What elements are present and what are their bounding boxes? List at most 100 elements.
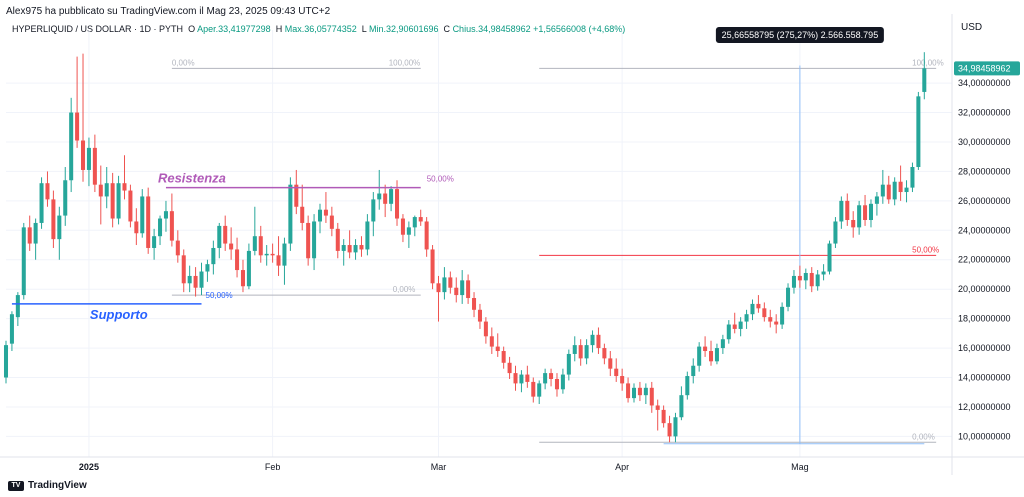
candle-body bbox=[460, 280, 465, 296]
candle-body bbox=[720, 339, 725, 349]
y-tick-label: 34,00000000 bbox=[958, 78, 1011, 88]
candle-body bbox=[110, 183, 115, 219]
candle-body bbox=[868, 203, 873, 221]
y-tick-label: 22,00000000 bbox=[958, 255, 1011, 265]
candle-body bbox=[791, 275, 796, 288]
measure-label-box bbox=[715, 27, 884, 43]
candle-body bbox=[448, 277, 453, 288]
close-label: C bbox=[443, 24, 451, 34]
y-tick-label: 26,00000000 bbox=[958, 196, 1011, 206]
candle-body bbox=[389, 189, 394, 204]
grid-lines bbox=[6, 30, 952, 457]
candle-body bbox=[821, 271, 826, 275]
annotations-front: Resistenza 50,00% Supporto 50,00% 25,6655879… bbox=[11, 27, 884, 322]
candle-body bbox=[264, 253, 269, 256]
candle-body bbox=[229, 243, 234, 250]
candle-body bbox=[874, 196, 879, 204]
candle-body bbox=[418, 217, 423, 222]
candle-body bbox=[377, 193, 382, 200]
candle-body bbox=[442, 277, 447, 293]
candle-body bbox=[803, 272, 808, 281]
candle-body bbox=[294, 184, 299, 207]
candle-body bbox=[288, 184, 293, 244]
candle-body bbox=[412, 217, 417, 228]
fib-left-bottom-label: 0,00% bbox=[393, 285, 416, 294]
candle-body bbox=[543, 373, 548, 384]
change-value: +1,56566008 (+4,68%) bbox=[533, 24, 626, 34]
close-value: Chius.34,98458962 bbox=[452, 24, 531, 34]
candle-body bbox=[430, 249, 435, 284]
candle-body bbox=[466, 280, 471, 299]
candle-body bbox=[833, 221, 838, 244]
candle-body bbox=[709, 351, 714, 362]
symbol-name: HYPERLIQUID / US DOLLAR · 1D · PYTH bbox=[12, 24, 184, 34]
candle-body bbox=[175, 240, 180, 256]
candle-body bbox=[786, 287, 791, 307]
candle-body bbox=[513, 373, 518, 384]
candle-body bbox=[774, 321, 779, 325]
candle-body bbox=[477, 309, 482, 322]
candle-body bbox=[673, 417, 678, 437]
candle-body bbox=[614, 368, 619, 377]
y-tick-label: 18,00000000 bbox=[958, 314, 1011, 324]
y-tick-label: 12,00000000 bbox=[958, 402, 1011, 412]
candle-body bbox=[400, 218, 405, 235]
candle-body bbox=[537, 383, 542, 397]
y-tick-label: 20,00000000 bbox=[958, 284, 1011, 294]
candle-body bbox=[566, 353, 571, 375]
candle-body bbox=[631, 387, 637, 399]
candle-body bbox=[797, 275, 802, 281]
candle-body bbox=[235, 249, 240, 271]
candle-body bbox=[27, 227, 32, 244]
y-tick-label: 30,00000000 bbox=[958, 137, 1011, 147]
candle-body bbox=[815, 274, 820, 287]
candle-body bbox=[57, 215, 62, 240]
candle-body bbox=[205, 264, 210, 272]
candle-body bbox=[554, 378, 559, 390]
candle-body bbox=[827, 243, 832, 272]
candle-body bbox=[365, 221, 370, 250]
candle-body bbox=[116, 183, 121, 219]
low-value: Min.32,90601696 bbox=[368, 24, 439, 34]
candle-body bbox=[626, 383, 631, 399]
candle-body bbox=[910, 167, 915, 188]
candle-body bbox=[329, 215, 334, 229]
candle-body bbox=[122, 183, 127, 191]
candle-body bbox=[572, 345, 577, 354]
candles bbox=[3, 52, 927, 443]
candle-body bbox=[454, 287, 459, 296]
candle-body bbox=[187, 275, 192, 284]
resistance-label: Resistenza bbox=[158, 171, 226, 186]
candle-body bbox=[501, 351, 506, 363]
candle-body bbox=[839, 200, 844, 222]
last-price-label: 34,98458962 bbox=[958, 63, 1011, 73]
candle-body bbox=[193, 275, 198, 288]
symbol-legend: HYPERLIQUID / US DOLLAR · 1D · PYTH O Ap… bbox=[12, 24, 625, 34]
support-label: Supporto bbox=[90, 307, 148, 322]
candle-body bbox=[152, 236, 157, 248]
axes: 10,00000000 12,00000000 14,00000000 16,0000… bbox=[0, 14, 1024, 475]
candle-body bbox=[489, 336, 494, 347]
candle-body bbox=[845, 200, 850, 221]
candle-body bbox=[199, 271, 204, 288]
candle-body bbox=[507, 362, 512, 374]
candle-body bbox=[282, 243, 287, 266]
candle-body bbox=[863, 205, 868, 221]
low-label: L bbox=[361, 24, 367, 34]
candle-body bbox=[904, 187, 909, 193]
candle-body bbox=[649, 387, 654, 406]
candle-body bbox=[86, 147, 91, 170]
publisher-line: Alex975 ha pubblicato su TradingView.com… bbox=[6, 6, 331, 17]
candle-body bbox=[92, 147, 97, 185]
candle-body bbox=[472, 298, 477, 310]
candle-body bbox=[732, 324, 737, 329]
candle-body bbox=[300, 206, 305, 223]
candle-body bbox=[424, 221, 429, 250]
y-tick-label: 24,00000000 bbox=[958, 225, 1011, 235]
candle-body bbox=[276, 255, 281, 266]
candle-body bbox=[252, 236, 257, 251]
candle-body bbox=[21, 227, 26, 296]
candle-body bbox=[495, 346, 500, 352]
candle-body bbox=[317, 209, 323, 222]
